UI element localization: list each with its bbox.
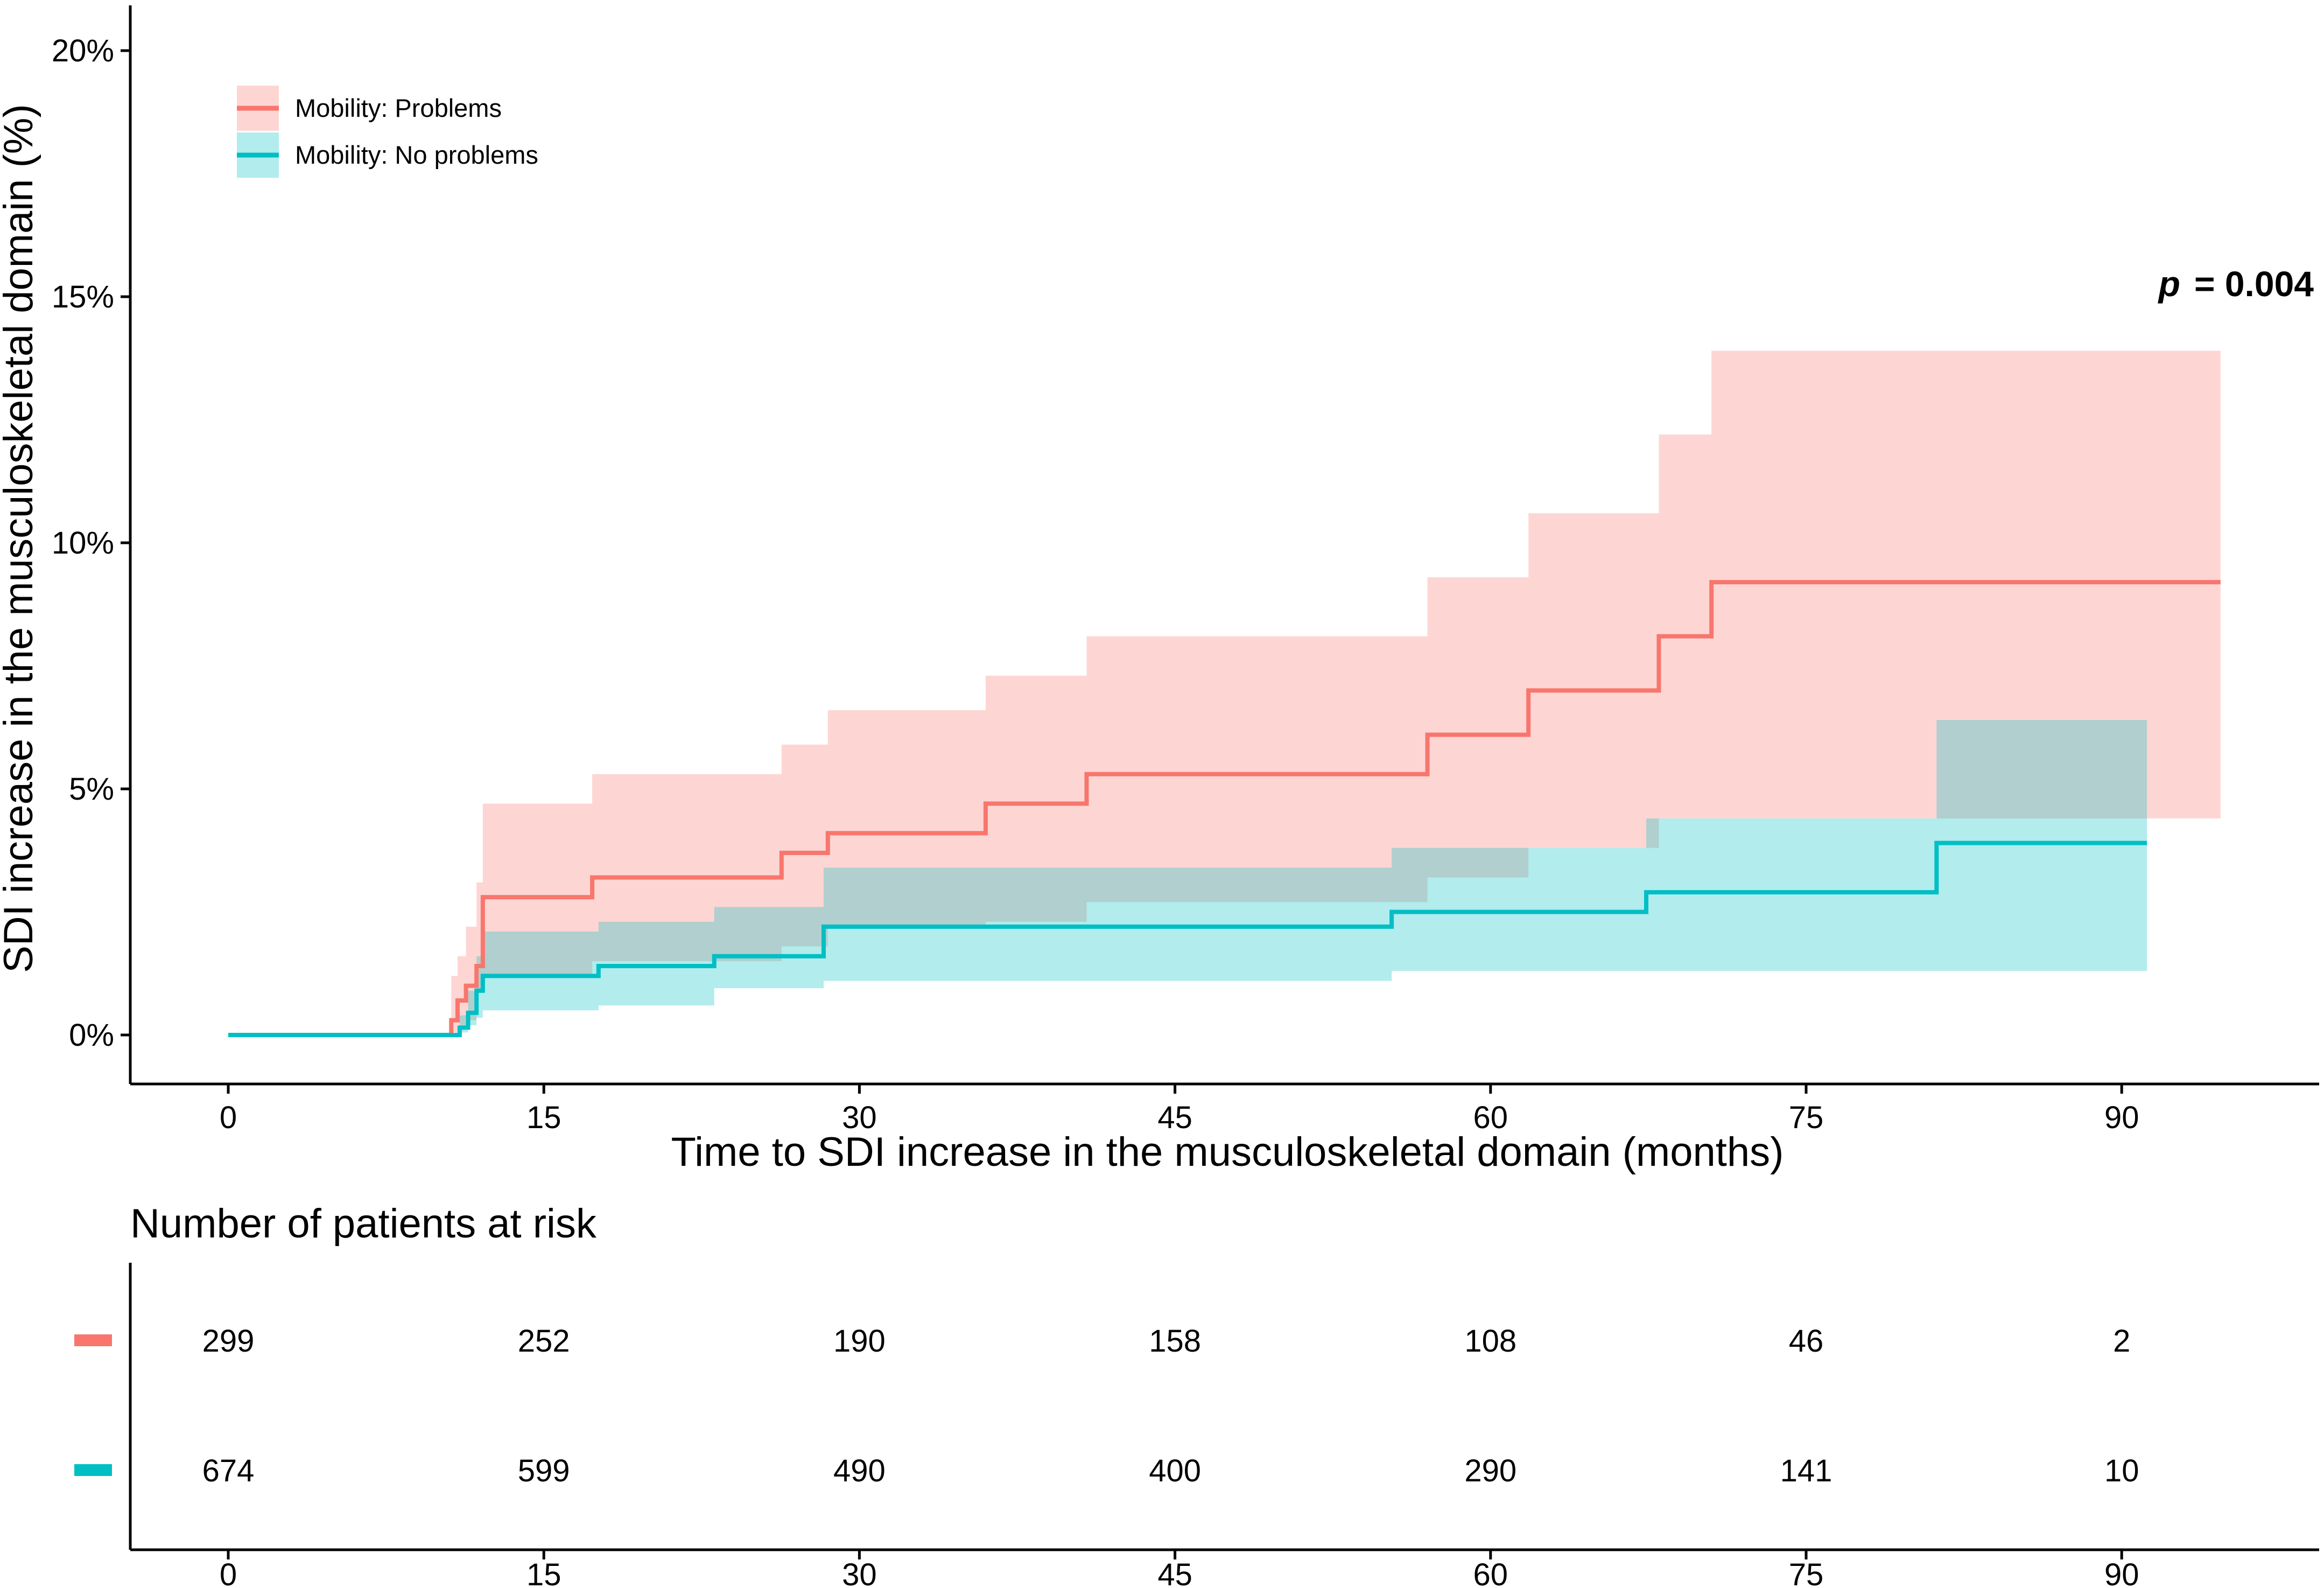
- x-tick-label: 30: [842, 1100, 877, 1135]
- risk-value: 674: [202, 1453, 255, 1488]
- step-line-series-2: [228, 841, 2147, 1037]
- x-axis-ticks: 0 15 30 45 60 75 90: [220, 1084, 2139, 1135]
- legend-label: Mobility: No problems: [295, 141, 538, 169]
- legend: Mobility: Problems Mobility: No problems: [237, 86, 538, 178]
- y-axis-ticks: 0% 5% 10% 15% 20%: [52, 33, 130, 1053]
- x-tick-label: 0: [220, 1100, 237, 1135]
- risk-value: 252: [518, 1324, 570, 1359]
- confidence-bands: [228, 351, 2221, 1035]
- risk-x-tick-label: 75: [1789, 1557, 1824, 1588]
- y-axis-title: SDI increase in the musculoskeletal doma…: [0, 104, 41, 973]
- risk-x-tick-label: 0: [220, 1557, 237, 1588]
- x-tick-label: 45: [1157, 1100, 1192, 1135]
- risk-table-title: Number of patients at risk: [130, 1201, 597, 1247]
- risk-table-x-ticks: 0 15 30 45 60 75 90: [220, 1550, 2139, 1588]
- y-tick-label: 0%: [69, 1018, 114, 1053]
- p-value-label: p: [2158, 264, 2180, 304]
- x-tick-label: 60: [1473, 1100, 1508, 1135]
- x-tick-label: 90: [2104, 1100, 2139, 1135]
- cumulative-incidence-plot: 0% 5% 10% 15% 20% 0 15 30 45 60 75 90 SDI increase…: [0, 5, 2319, 1175]
- y-tick-label: 10%: [52, 526, 114, 561]
- x-axis-title: Time to SDI increase in the musculoskele…: [671, 1129, 1784, 1175]
- risk-row-color-key: [74, 1334, 112, 1346]
- risk-x-tick-label: 15: [526, 1557, 561, 1588]
- risk-value: 599: [518, 1453, 570, 1488]
- risk-value: 158: [1149, 1324, 1201, 1359]
- confidence-band-series-1: [228, 351, 2221, 1035]
- p-value-annotation: p = 0.004: [2158, 264, 2314, 304]
- x-tick-label: 75: [1789, 1100, 1824, 1135]
- y-tick-label: 20%: [52, 33, 114, 68]
- risk-value: 290: [1464, 1453, 1516, 1488]
- risk-x-tick-label: 30: [842, 1557, 877, 1588]
- risk-value: 400: [1149, 1453, 1201, 1488]
- risk-table: Number of patients at risk 299 252 190 158 1…: [74, 1201, 2319, 1588]
- y-tick-label: 15%: [52, 279, 114, 314]
- y-tick-label: 5%: [69, 772, 114, 807]
- legend-label: Mobility: Problems: [295, 94, 502, 122]
- series-lines: [228, 580, 2221, 1037]
- risk-value: 108: [1464, 1324, 1516, 1359]
- risk-value: 141: [1780, 1453, 1832, 1488]
- x-tick-label: 15: [526, 1100, 561, 1135]
- risk-row-color-key: [74, 1464, 112, 1476]
- risk-value: 10: [2104, 1453, 2139, 1488]
- risk-value: 2: [2113, 1324, 2130, 1359]
- risk-table-rows: 299 252 190 158 108 46 2 674 599 490 400 290 141 10: [74, 1324, 2139, 1488]
- risk-value: 190: [833, 1324, 886, 1359]
- risk-x-tick-label: 45: [1157, 1557, 1192, 1588]
- p-value-text: = 0.004: [2194, 264, 2314, 304]
- risk-x-tick-label: 90: [2104, 1557, 2139, 1588]
- risk-value: 46: [1789, 1324, 1824, 1359]
- step-line-series-1: [228, 580, 2221, 1037]
- risk-value: 299: [202, 1324, 255, 1359]
- risk-value: 490: [833, 1453, 886, 1488]
- confidence-band-series-2: [228, 720, 2147, 1035]
- risk-x-tick-label: 60: [1473, 1557, 1508, 1588]
